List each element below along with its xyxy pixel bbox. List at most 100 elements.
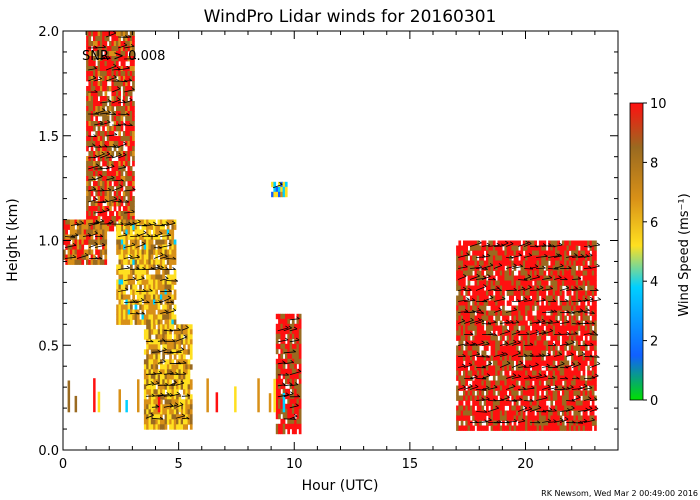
speed-cell [120,201,124,207]
speed-cell [150,274,154,280]
wind-vector [163,351,174,354]
speed-cell [469,275,473,281]
speed-cell [291,403,295,410]
speed-cell [476,355,480,361]
speed-cell [469,245,473,251]
wind-vector-head [476,273,480,277]
speed-cell [506,280,510,286]
speed-cell [275,408,279,415]
speed-cell [74,259,78,265]
speed-cell [171,229,175,235]
wind-vector [536,397,548,401]
speed-cell [550,280,554,286]
wind-vector-head [568,266,572,269]
wind-vector [511,352,521,357]
speed-cell [282,348,286,355]
wind-vector-head [561,361,565,365]
wind-vector [554,255,562,258]
speed-cell [483,345,487,351]
speed-cell [150,309,154,315]
speed-cell [132,36,135,42]
speed-cell [538,380,542,386]
wind-vector-head [583,383,588,387]
speed-cell [571,345,574,351]
wind-vector-head [482,254,486,258]
speed-cell [79,219,82,225]
speed-cell [469,310,473,316]
wind-vector [124,211,135,214]
speed-cell [527,405,531,411]
speed-cell [148,424,152,430]
wind-vector-head [521,418,526,422]
speed-cell [125,400,128,413]
speed-cell [573,335,577,341]
speed-cell [169,409,172,415]
speed-cell [543,415,547,421]
speed-cell [545,355,549,361]
speed-cell [127,121,131,127]
speed-cell [285,353,288,360]
speed-cell [86,51,89,57]
speed-cell [189,409,193,415]
speed-cell [90,41,94,47]
speed-cell [176,424,179,430]
speed-cell [189,349,193,355]
speed-cell [467,275,471,281]
speed-cell [160,404,163,410]
speed-cell [495,340,498,346]
speed-cell [559,365,563,371]
speed-cell [479,365,482,371]
wind-vector-head [489,262,494,266]
speed-cell [481,245,485,251]
speed-cell [555,255,558,261]
speed-cell [568,330,572,336]
speed-cell [97,239,101,245]
speed-cell [120,249,124,255]
speed-cell [490,245,494,251]
speed-cell [486,260,489,266]
speed-cell [518,280,521,286]
speed-cell [492,300,496,306]
wind-vector [475,286,487,291]
speed-cell [561,280,565,286]
speed-cell [104,111,108,117]
speed-cell [559,355,563,361]
speed-cell [486,255,489,261]
wind-vector-head [581,351,586,355]
speed-cell [146,389,149,395]
speed-cell [116,56,119,62]
speed-cell [541,415,544,421]
speed-cell [594,360,597,366]
speed-cell [472,250,475,256]
speed-cell [564,315,567,321]
speed-cell [275,398,279,405]
wind-vector [566,354,574,357]
speed-cell [160,324,163,330]
speed-cell [545,415,549,421]
speed-cell [171,324,175,330]
speed-cell [589,245,593,251]
speed-cell [488,300,491,306]
speed-cell [132,131,135,137]
speed-cell [106,156,110,162]
wind-vector [277,384,286,387]
speed-cell [490,250,494,256]
speed-cell [148,399,152,405]
speed-cell [280,408,284,415]
wind-vector-head [113,63,117,67]
speed-cell [118,156,121,162]
speed-cell [127,136,131,142]
speed-cell [492,405,496,411]
speed-cell [113,136,117,142]
speed-cell [511,360,514,366]
speed-cell [504,260,508,266]
wind-vector-head [149,288,153,292]
speed-cell [541,275,544,281]
wind-vector-head [539,285,544,289]
speed-cell [497,390,501,396]
wind-vector [93,110,106,115]
speed-cell [527,360,531,366]
wind-vector-head [113,74,117,78]
speed-cell [278,368,281,375]
speed-cell [97,106,101,112]
